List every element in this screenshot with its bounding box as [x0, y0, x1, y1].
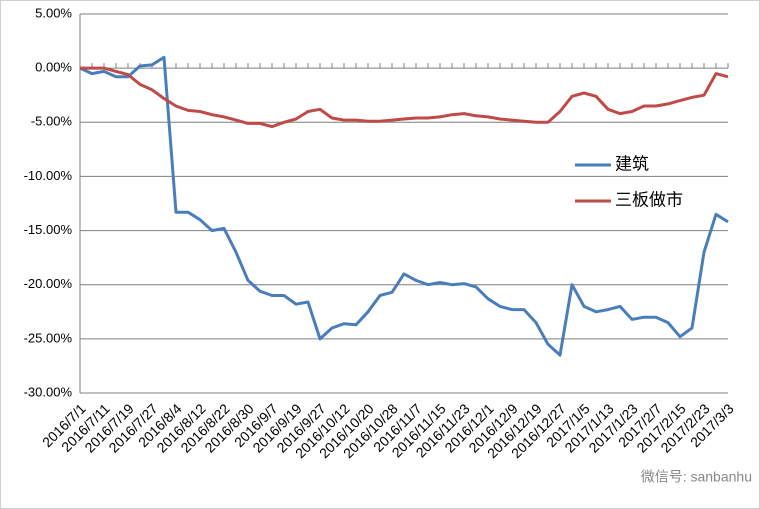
y-tick-label: 0.00% — [35, 60, 72, 75]
legend-label: 建筑 — [615, 154, 649, 173]
y-tick-label: -20.00% — [24, 276, 73, 291]
y-tick-label: 5.00% — [35, 5, 72, 20]
line-series — [79, 55, 729, 357]
line-series — [80, 66, 729, 129]
y-tick-label: -10.00% — [24, 168, 73, 183]
y-tick-label: -5.00% — [31, 114, 73, 129]
legend-label: 三板做市 — [615, 190, 683, 209]
y-tick-label: -25.00% — [24, 330, 73, 345]
watermark: 微信号: sanbanhu — [641, 469, 752, 485]
y-tick-label: -30.00% — [24, 384, 73, 399]
y-tick-label: -15.00% — [24, 222, 73, 237]
